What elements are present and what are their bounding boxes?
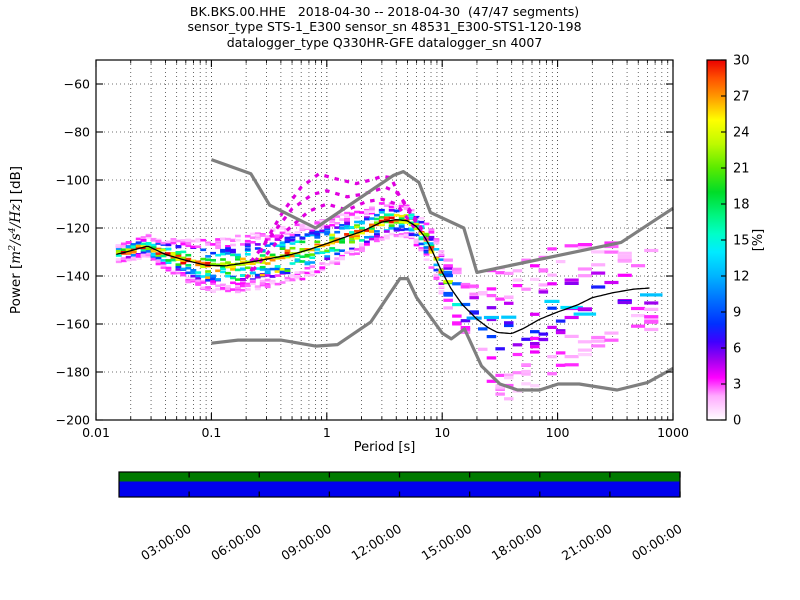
colorbar-tick-label: 30 xyxy=(733,54,750,69)
colorbar-tick-label: 0 xyxy=(733,414,741,429)
colorbar-tick-label: 18 xyxy=(733,198,750,213)
psd-mode-line xyxy=(116,219,650,335)
plot-title-line3: datalogger_type Q330HR-GFE datalogger_sn… xyxy=(226,35,543,50)
y-tick-label: −60 xyxy=(64,77,90,92)
y-tick-labels: −60 −80 −100 −120 −140 −160 −180 −200 xyxy=(56,77,90,428)
colorbar-tick-label: 6 xyxy=(733,342,741,357)
x-tick-label: 100 xyxy=(546,425,570,440)
colorbar-label: [%] xyxy=(751,229,766,252)
time-tick-label: 06:00:00 xyxy=(208,521,264,563)
plot-title-line1: BK.BKS.00.HHE 2018-04-30 -- 2018-04-30 (… xyxy=(189,4,580,19)
colorbar-tick-label: 21 xyxy=(733,162,750,177)
time-tick-label: 09:00:00 xyxy=(278,521,334,563)
time-tick-label: 03:00:00 xyxy=(138,521,194,563)
y-tick-label: −140 xyxy=(56,269,90,284)
colorbar-tick-label: 15 xyxy=(733,234,750,249)
colorbar-tick-label: 12 xyxy=(733,270,750,285)
y-tick-label: −160 xyxy=(56,317,90,332)
y-axis-label: Power [m2/s4/Hz] [dB] xyxy=(7,166,24,314)
y-tick-label: −80 xyxy=(64,125,90,140)
x-tick-label: 1 xyxy=(323,425,331,440)
time-tick-label: 18:00:00 xyxy=(489,521,545,563)
x-tick-label: 1000 xyxy=(657,425,689,440)
plot-frame xyxy=(95,59,674,421)
y-tick-label: −100 xyxy=(56,173,90,188)
y-axis-label-text: Power [m2/s4/Hz] [dB] xyxy=(7,166,24,314)
psd-density-band xyxy=(115,202,663,401)
peterson-noise-model-lines xyxy=(210,158,674,392)
colorbar-tick-label: 27 xyxy=(733,90,750,105)
colorbar-tick-label: 9 xyxy=(733,306,741,321)
time-coverage-bar: 03:00:00 06:00:00 09:00:00 12:00:00 15:00:00… xyxy=(118,471,685,563)
y-tick-label: −180 xyxy=(56,365,90,380)
plot-title-line2: sensor_type STS-1_E300 sensor_sn 48531_E… xyxy=(187,19,582,34)
x-tick-labels: 0.01 0.1 1 10 100 1000 xyxy=(82,425,689,440)
colorbar-tick-label: 24 xyxy=(733,126,750,141)
y-tick-label: −120 xyxy=(56,221,90,236)
time-tick-label: 15:00:00 xyxy=(419,521,475,563)
transient-psd-arcs xyxy=(244,172,430,280)
time-tick-label: 00:00:00 xyxy=(629,521,685,563)
x-tick-label: 0.01 xyxy=(82,425,110,440)
colorbar: 0 3 6 9 12 15 18 21 24 27 30 [%] xyxy=(706,54,766,429)
time-tick-label: 12:00:00 xyxy=(349,521,405,563)
x-tick-label: 10 xyxy=(434,425,450,440)
colorbar-tick-label: 3 xyxy=(733,378,741,393)
y-tick-label: −200 xyxy=(56,413,90,428)
time-tick-label: 21:00:00 xyxy=(559,521,615,563)
x-axis-label: Period [s] xyxy=(353,440,416,455)
x-tick-label: 0.1 xyxy=(201,425,221,440)
